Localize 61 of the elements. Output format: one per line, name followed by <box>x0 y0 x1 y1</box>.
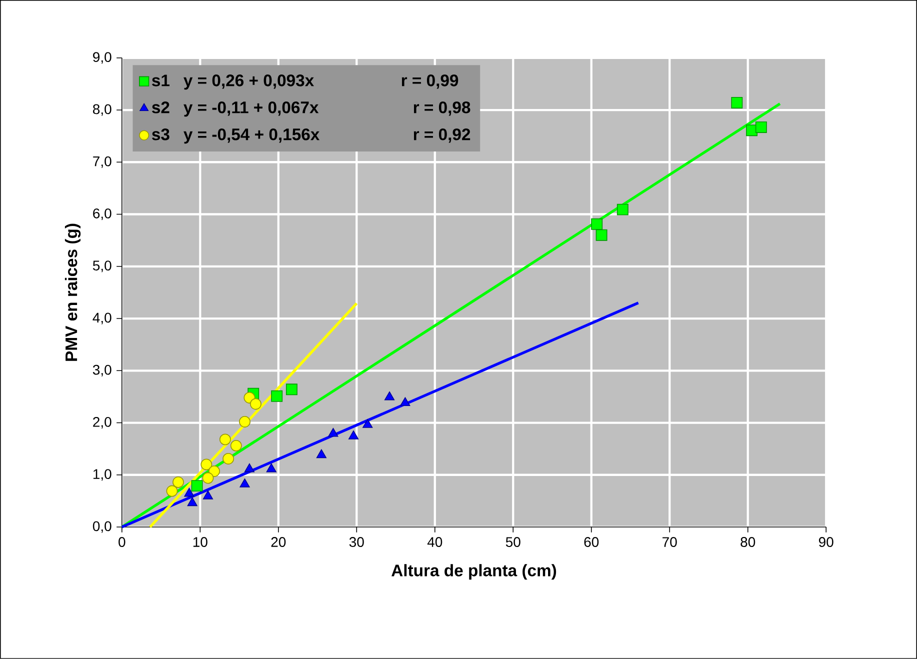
point <box>400 397 410 406</box>
point <box>362 419 373 428</box>
point <box>244 463 254 472</box>
x-tick-label: 90 <box>818 537 834 548</box>
point <box>348 430 359 440</box>
point <box>250 398 262 410</box>
point <box>184 488 194 497</box>
y-tick-label: 3,0 <box>92 364 112 376</box>
point <box>731 97 743 108</box>
point <box>219 434 231 446</box>
point <box>316 449 326 458</box>
point <box>202 490 213 500</box>
y-tick-label: 0,0 <box>92 521 112 533</box>
annotation: r = 0,99 <box>402 74 458 89</box>
y-axis-title: PMV en raices (g) <box>64 224 81 361</box>
x-tick-label: 70 <box>662 537 677 548</box>
legend-label: s1 <box>152 74 170 86</box>
y-tick-label: 9,0 <box>93 52 112 64</box>
point <box>616 204 628 216</box>
x-tick-label: 60 <box>584 537 599 548</box>
point <box>222 453 234 465</box>
point <box>328 428 338 437</box>
point <box>187 497 198 506</box>
annotation: r = 0,92 <box>414 128 470 143</box>
x-tick-label: 80 <box>740 537 756 548</box>
y-tick-label: 8,0 <box>93 104 112 116</box>
point <box>239 416 250 428</box>
point <box>200 458 212 470</box>
point <box>191 480 203 492</box>
annotation: r = 0,98 <box>414 102 470 116</box>
x-tick-label: 20 <box>271 537 286 548</box>
legend-label: s2 <box>152 102 170 114</box>
point <box>240 478 250 488</box>
y-tick-label: 2,0 <box>93 417 112 429</box>
point <box>166 485 178 497</box>
annotation: y = -0,54 + 0,156x <box>184 128 320 144</box>
point <box>266 463 276 472</box>
point <box>208 466 220 478</box>
point <box>591 218 603 230</box>
point <box>755 122 767 133</box>
annotation: y = 0,26 + 0,093x <box>184 74 314 90</box>
x-tick-label: 50 <box>506 537 520 548</box>
point <box>286 384 298 396</box>
y-tick-label: 1,0 <box>93 469 112 481</box>
point <box>202 472 214 484</box>
y-tick-label: 6,0 <box>93 208 112 220</box>
x-tick-label: 0 <box>118 537 126 548</box>
x-tick-label: 30 <box>349 537 364 548</box>
y-tick-label: 5,0 <box>92 260 112 272</box>
x-axis-title: Altura de planta (cm) <box>392 564 556 580</box>
point <box>596 229 608 241</box>
point <box>271 390 283 402</box>
point <box>172 476 184 488</box>
x-tick-label: 40 <box>427 537 442 548</box>
legend-label: s3 <box>152 128 170 140</box>
y-tick-label: 4,0 <box>92 312 112 324</box>
y-tick-label: 7,0 <box>93 156 112 168</box>
point <box>384 392 395 400</box>
point <box>230 440 242 452</box>
annotation: y = -0,11 + 0,067x <box>184 102 319 117</box>
x-tick-label: 10 <box>193 537 208 548</box>
